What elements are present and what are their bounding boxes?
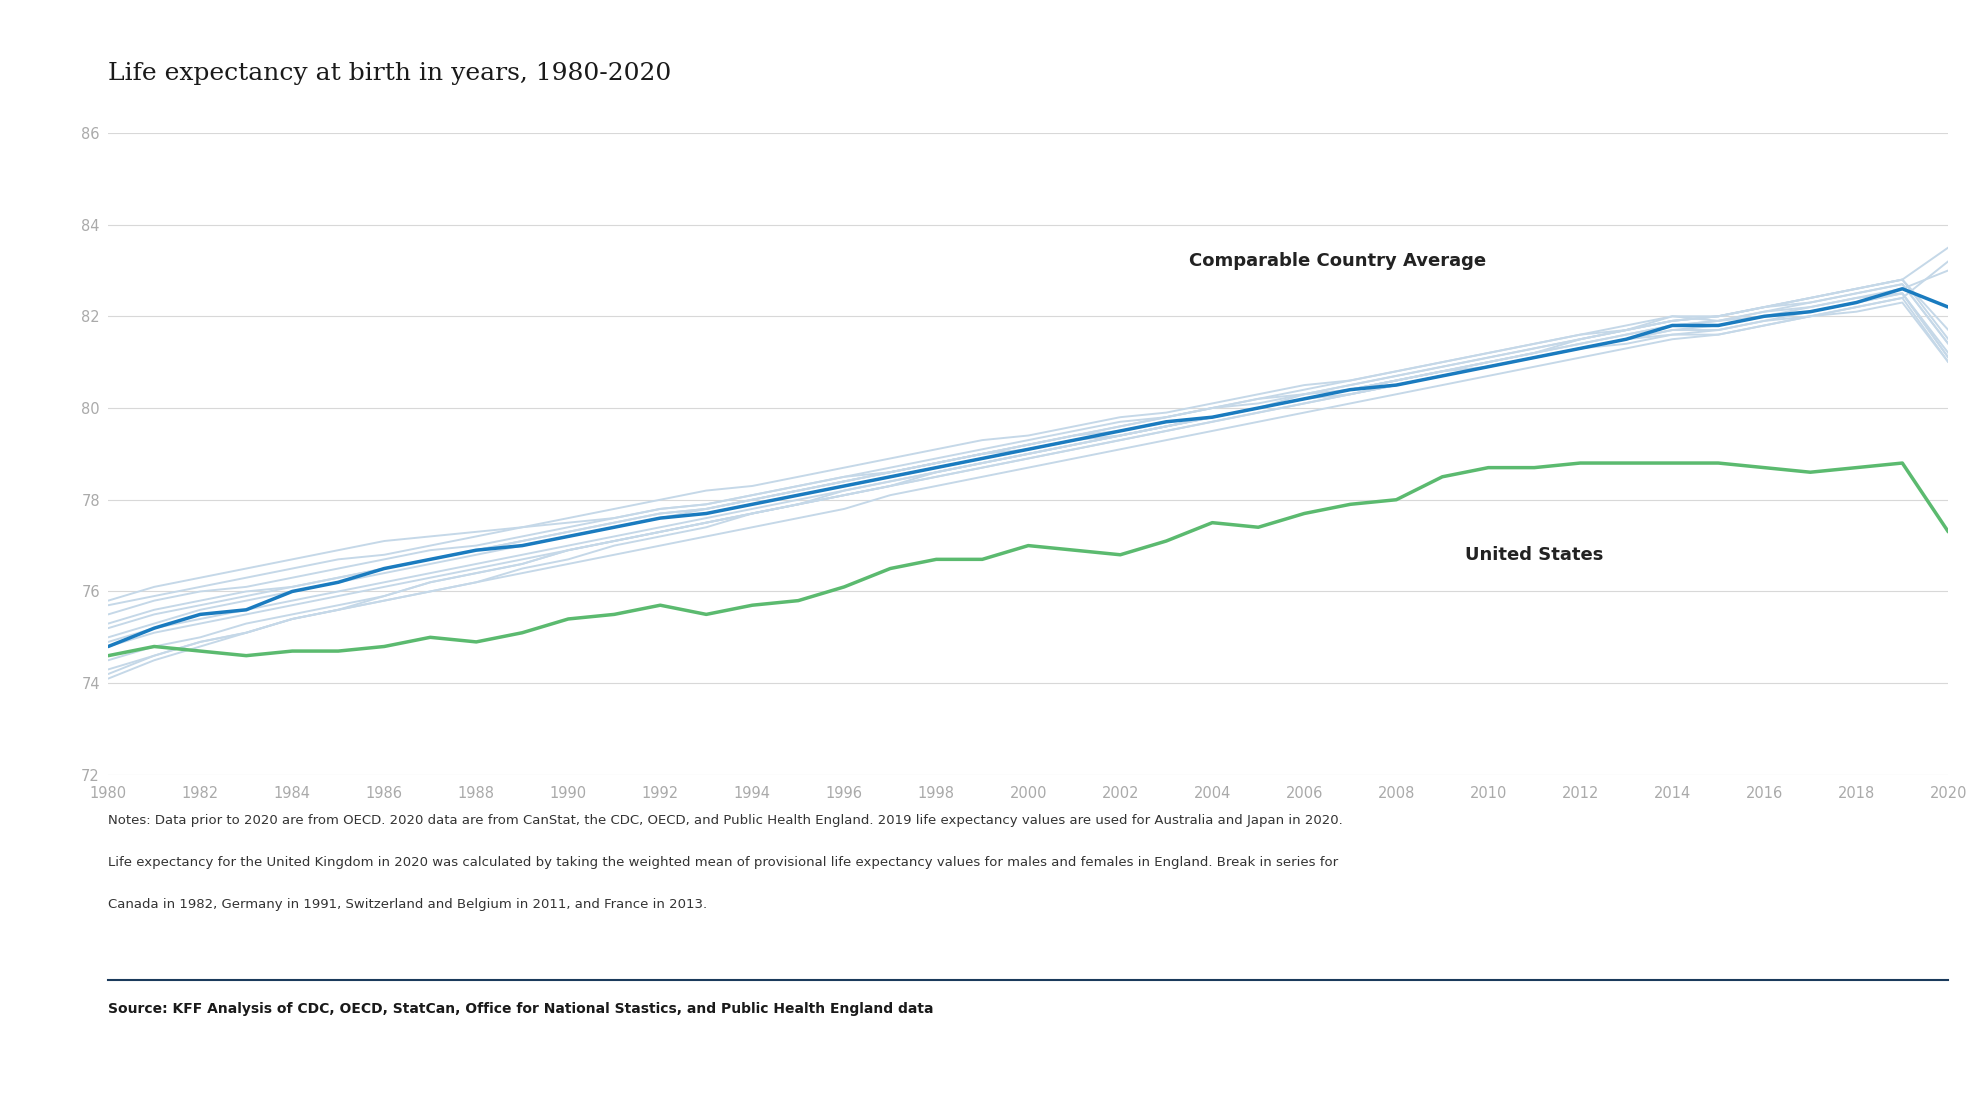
Text: United States: United States: [1466, 546, 1604, 563]
Text: Comparable Country Average: Comparable Country Average: [1189, 252, 1486, 270]
Text: Life expectancy for the United Kingdom in 2020 was calculated by taking the weig: Life expectancy for the United Kingdom i…: [108, 856, 1338, 869]
Text: Source: KFF Analysis of CDC, OECD, StatCan, Office for National Stastics, and Pu: Source: KFF Analysis of CDC, OECD, StatC…: [108, 1002, 933, 1016]
Text: Canada in 1982, Germany in 1991, Switzerland and Belgium in 2011, and France in : Canada in 1982, Germany in 1991, Switzer…: [108, 898, 707, 911]
Text: Notes: Data prior to 2020 are from OECD. 2020 data are from CanStat, the CDC, OE: Notes: Data prior to 2020 are from OECD.…: [108, 814, 1342, 827]
Text: Life expectancy at birth in years, 1980-2020: Life expectancy at birth in years, 1980-…: [108, 62, 671, 85]
